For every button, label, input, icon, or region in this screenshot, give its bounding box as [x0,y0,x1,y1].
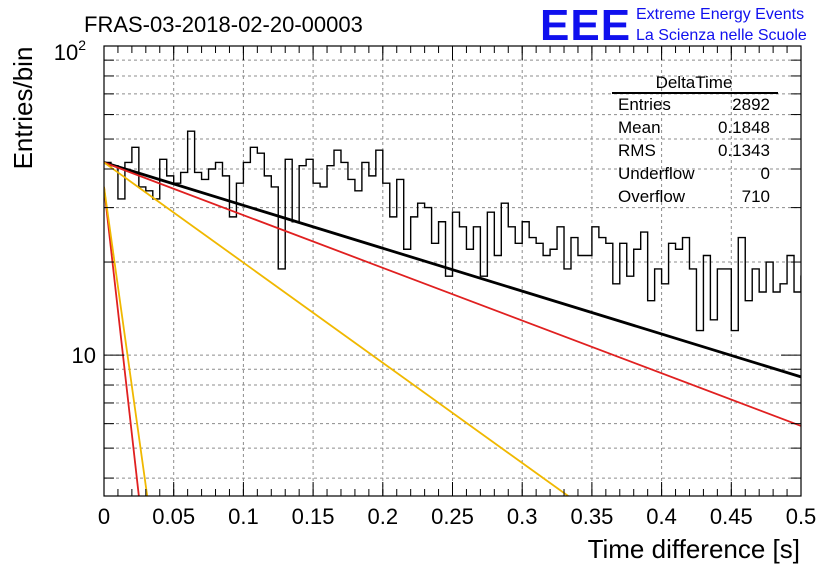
stats-box: DeltaTime Entries 2892 Mean 0.1848 RMS 0.1343… [612,73,778,206]
y-tick-exponent: 2 [78,37,86,53]
stats-title: DeltaTime [656,73,733,92]
y-axis-label: Entries/bin [8,47,38,170]
stats-label: Underflow [618,164,695,183]
x-tick-label: 0.3 [507,504,538,529]
fit-line [104,161,569,496]
fit-line [104,161,801,379]
y-tick-label: 10 [72,343,96,368]
x-tick-label: 0.45 [710,504,753,529]
fit-line [104,186,140,496]
logo-line-2: La Scienza nelle Scuole [636,27,807,44]
x-tick-labels: 0 0.05 0.1 0.15 0.2 0.25 0.3 0.35 0.4 0.45 0.5 [98,504,816,529]
x-tick-label: 0.1 [228,504,259,529]
stats-label: Entries [618,95,671,114]
x-tick-label: 0.05 [152,504,195,529]
x-tick-label: 0.2 [368,504,399,529]
axis-ticks [103,45,802,496]
x-tick-label: 0.15 [292,504,335,529]
stats-value: 710 [742,187,770,206]
x-tick-label: 0.35 [570,504,613,529]
fit-line [104,161,801,427]
x-tick-label: 0.4 [646,504,677,529]
logo-mark: EEE [540,1,631,50]
stats-value: 0.1848 [718,118,770,137]
stats-rows: Entries 2892 Mean 0.1848 RMS 0.1343 Underflow 0… [618,95,770,206]
logo-line-1: Extreme Energy Events [636,6,804,23]
fit-line [104,186,149,496]
fit-lines [104,161,801,496]
chart-title: FRAS-03-2018-02-20-00003 [84,12,363,37]
x-tick-label: 0.5 [786,504,817,529]
stats-label: Mean [618,118,661,137]
x-tick-label: 0.25 [431,504,474,529]
y-tick-label: 102 [54,37,86,65]
stats-value: 0 [761,164,770,183]
x-tick-label: 0 [98,504,110,529]
eee-logo: EEE Extreme Energy Events La Scienza nel… [540,1,807,50]
y-tick-labels: 10 102 [54,37,96,368]
x-axis-label: Time difference [s] [588,534,800,564]
stats-value: 0.1343 [718,141,770,160]
histogram-bars [104,130,801,332]
histogram-outline [104,130,801,332]
stats-label: RMS [618,141,656,160]
stats-label: Overflow [618,187,686,206]
grid [104,46,801,496]
stats-value: 2892 [732,95,770,114]
